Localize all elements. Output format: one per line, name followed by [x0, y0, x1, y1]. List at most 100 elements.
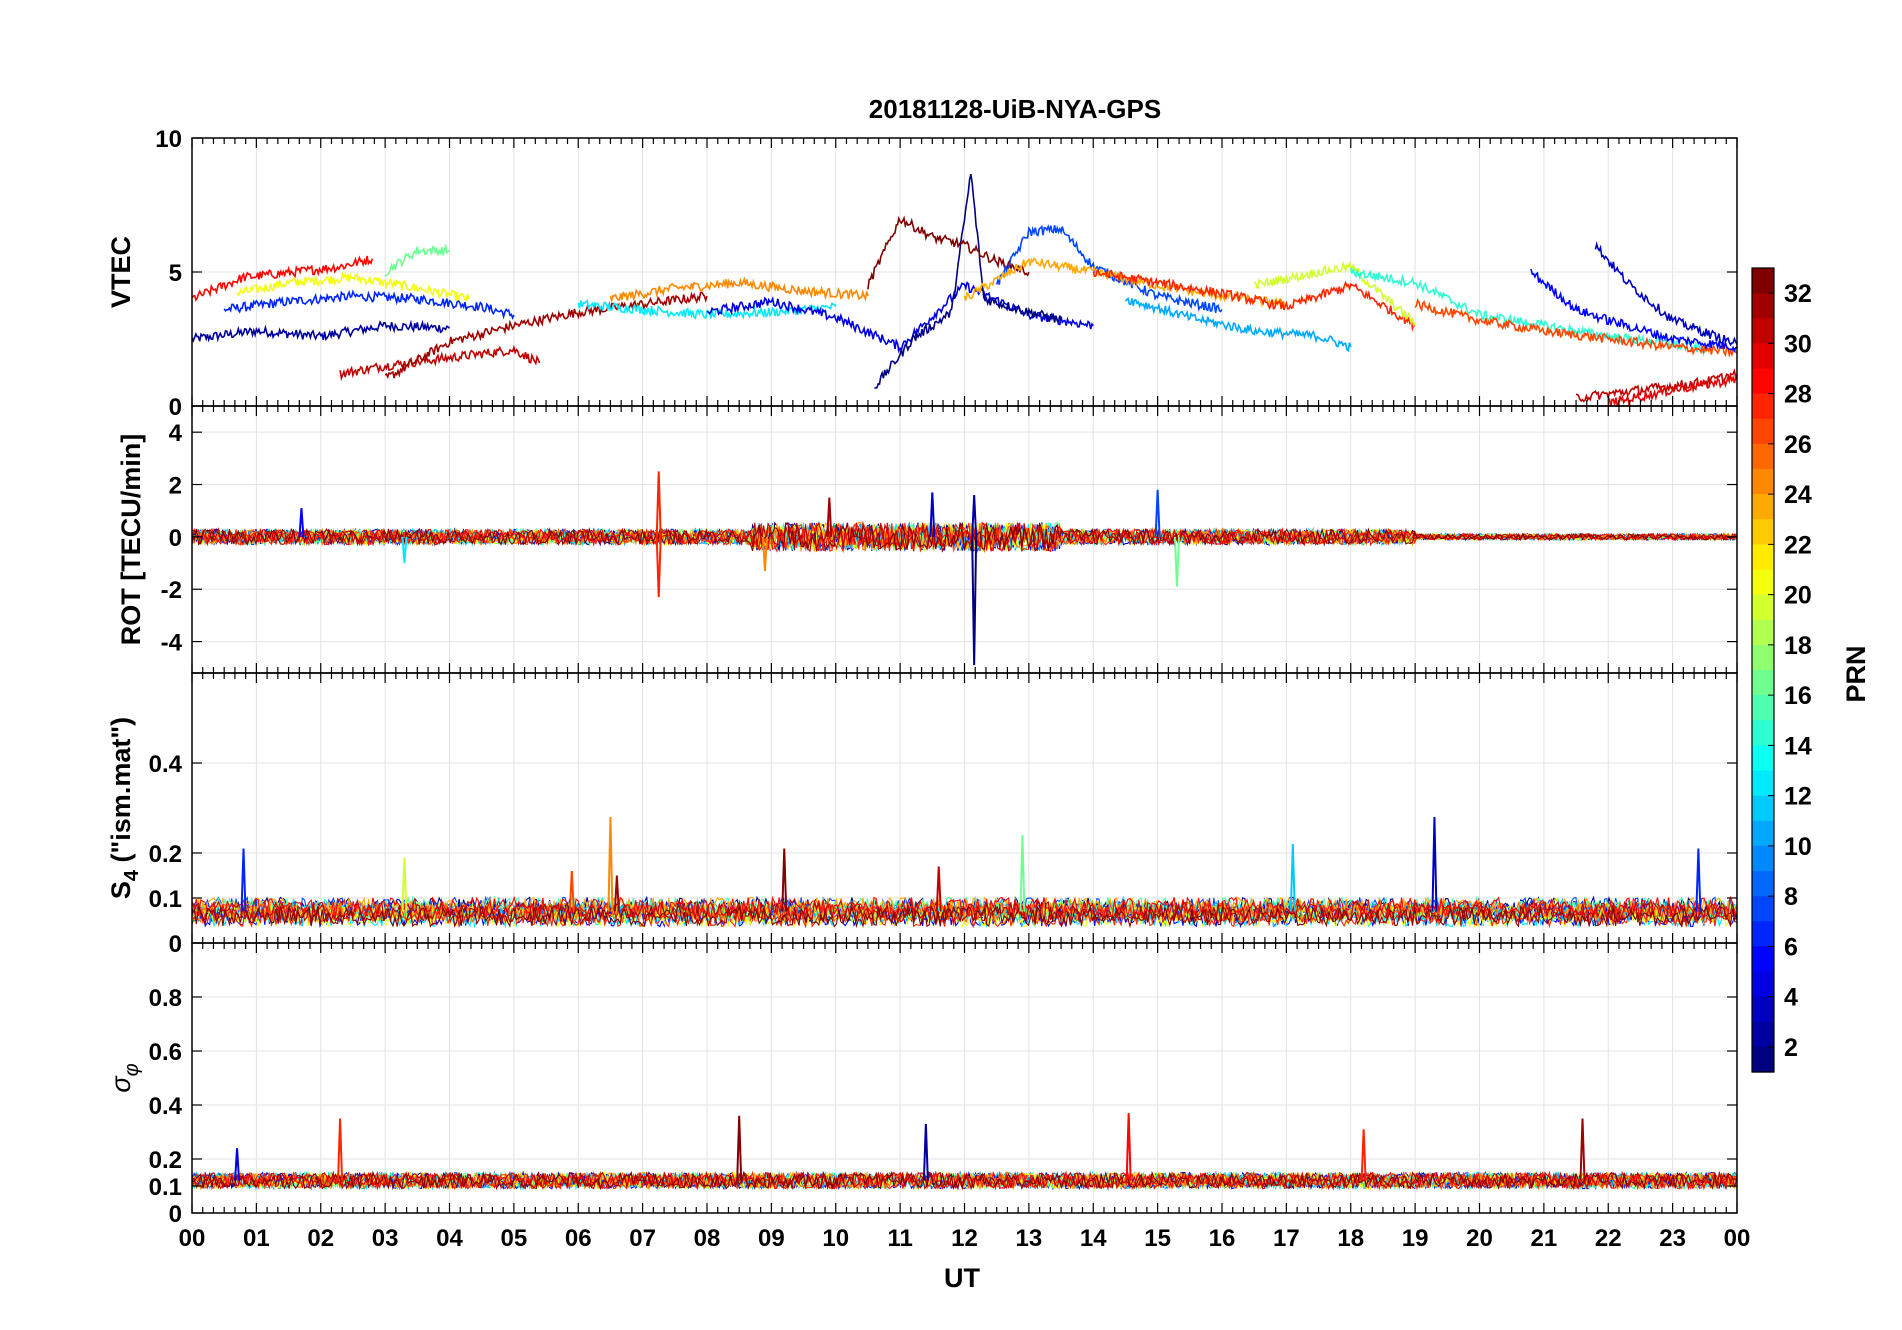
colorbar-tick-label: 30 — [1784, 330, 1812, 358]
spike-prn-16 — [1173, 536, 1180, 587]
grid — [192, 138, 1737, 406]
colorbar-segment — [1752, 921, 1774, 947]
spike-prn-30 — [935, 866, 942, 912]
x-tick-label: 05 — [501, 1225, 528, 1252]
colorbar-segment — [1752, 946, 1774, 973]
y-tick-label: 0 — [169, 931, 182, 958]
colorbar-segment — [1752, 820, 1774, 847]
series-prn-23 — [192, 896, 1737, 920]
x-tick-label: 11 — [887, 1225, 912, 1252]
series-prn-28 — [192, 521, 1737, 553]
x-tick-label: 18 — [1337, 1225, 1364, 1252]
series-prn-30 — [192, 900, 1737, 924]
grid — [192, 673, 1737, 943]
colorbar-tick-label: 16 — [1784, 682, 1812, 710]
x-tick-label: 15 — [1144, 1225, 1171, 1252]
series-prn-32 — [867, 215, 1030, 290]
series-prn-30 — [192, 1170, 1737, 1191]
plot-area — [192, 816, 1737, 929]
x-tick-label: 22 — [1595, 1225, 1622, 1252]
x-tick-label: 20 — [1466, 1225, 1493, 1252]
colorbar-segment — [1752, 544, 1774, 571]
colorbar-segment — [1752, 393, 1774, 420]
spike-prn-32 — [736, 1115, 743, 1181]
spike-prn-3 — [929, 492, 936, 537]
spike-prn-6 — [1695, 848, 1702, 912]
spike-prn-31 — [826, 497, 833, 537]
colorbar-segment — [1752, 770, 1774, 797]
colorbar-segment — [1752, 368, 1774, 395]
colorbar-tick-label: 26 — [1784, 431, 1812, 459]
x-tick-label: 16 — [1209, 1225, 1236, 1252]
series-prn-6 — [223, 289, 515, 321]
colorbar-segment — [1752, 619, 1774, 646]
x-tick-label: 04 — [436, 1225, 463, 1252]
x-tick-label: 23 — [1659, 1225, 1686, 1252]
colorbar-segment — [1752, 469, 1774, 495]
colorbar-tick-label: 2 — [1784, 1034, 1798, 1062]
spike-prn-24 — [761, 536, 768, 571]
colorbar-segment — [1752, 644, 1774, 671]
y-tick-label: 0.6 — [149, 1039, 182, 1066]
series-prn-5 — [1530, 268, 1737, 353]
colorbar-segment — [1752, 293, 1774, 319]
spike-prn-6 — [240, 848, 247, 912]
series-prn-20 — [192, 904, 1737, 929]
y-axis-label: ROT [TECU/min] — [116, 434, 146, 645]
y-axis-label: σφ — [106, 1063, 143, 1092]
spike-prn-27 — [655, 471, 662, 537]
x-tick-label: 21 — [1531, 1225, 1558, 1252]
colorbar-segment — [1752, 318, 1774, 344]
x-tick-label: 10 — [822, 1225, 849, 1252]
y-tick-label: 5 — [169, 260, 182, 287]
colorbar-label: PRN — [1841, 645, 1871, 702]
series-prn-19 — [1253, 260, 1416, 328]
colorbar-segment — [1752, 519, 1774, 545]
spike-prn-26 — [568, 870, 575, 912]
y-tick-label: 0 — [169, 394, 182, 421]
x-tick-label: 06 — [565, 1225, 592, 1252]
colorbar-segment — [1752, 343, 1774, 370]
spike-prn-5 — [298, 508, 305, 537]
spike-prn-31 — [613, 875, 620, 912]
colorbar-segment — [1752, 494, 1774, 520]
colorbar-tick-label: 32 — [1784, 280, 1812, 308]
series-prn-30 — [339, 344, 541, 382]
colorbar-segment — [1752, 996, 1774, 1023]
x-tick-label: 13 — [1016, 1225, 1043, 1252]
y-tick-label: 0.4 — [149, 1093, 183, 1120]
x-tick-label: 03 — [372, 1225, 399, 1252]
spike-prn-19 — [401, 857, 408, 912]
colorbar-segment — [1752, 670, 1774, 696]
colorbar-frame — [1751, 267, 1775, 1073]
colorbar-segment — [1752, 569, 1774, 596]
x-tick-label: 08 — [694, 1225, 721, 1252]
colorbar-segment — [1752, 745, 1774, 772]
colorbar-tick-label: 12 — [1784, 783, 1812, 811]
x-tick-label: 01 — [243, 1225, 270, 1252]
series-prn-2 — [192, 319, 451, 343]
plot-area — [192, 471, 1737, 666]
spike-prn-28 — [1125, 1113, 1132, 1181]
spike-prn-7 — [1154, 489, 1161, 537]
x-tick-label: 12 — [951, 1225, 978, 1252]
y-axis-label: VTEC — [106, 236, 136, 308]
colorbar-segment — [1752, 268, 1774, 294]
y-tick-label: -2 — [161, 577, 182, 604]
colorbar-tick-label: 22 — [1784, 531, 1812, 559]
y-tick-label: 0.2 — [149, 841, 182, 868]
y-tick-label: -4 — [161, 630, 183, 657]
series-prn-27 — [1092, 269, 1416, 332]
colorbar-tick-label: 20 — [1784, 582, 1812, 610]
plot-area — [192, 174, 1737, 406]
x-tick-label: 14 — [1080, 1225, 1107, 1252]
y-tick-label: 2 — [169, 473, 182, 500]
x-axis-label: UT — [944, 1263, 980, 1293]
spike-prn-27 — [1360, 1129, 1367, 1181]
series-prn-27 — [192, 1170, 1737, 1191]
colorbar-segment — [1752, 896, 1774, 922]
panel-4: 00.10.2 0.4 0.6 0.8 σφ — [106, 942, 1738, 1228]
spike-prn-12 — [401, 536, 408, 564]
